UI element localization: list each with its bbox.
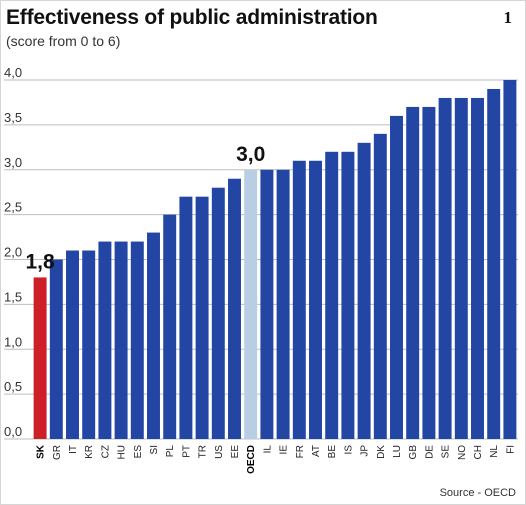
x-tick-label: CZ bbox=[100, 445, 111, 458]
x-tick-label: DK bbox=[376, 445, 387, 459]
y-tick-label: 2,5 bbox=[4, 200, 22, 215]
bar-at bbox=[309, 160, 322, 439]
bar-kr bbox=[82, 250, 96, 439]
source-note: Source - OECD bbox=[439, 487, 516, 499]
x-tick-label: EE bbox=[230, 445, 241, 459]
bar-si bbox=[147, 232, 160, 439]
bar-ch bbox=[471, 97, 484, 439]
y-tick-label: 2,0 bbox=[4, 245, 22, 260]
bar-pl bbox=[163, 214, 177, 439]
bar-fi bbox=[503, 80, 517, 439]
bar-no bbox=[454, 97, 468, 439]
x-tick-label: IL bbox=[262, 445, 273, 454]
y-tick-label: 1,5 bbox=[4, 289, 22, 304]
figure-number: 1 bbox=[503, 8, 513, 27]
x-tick-label: ES bbox=[133, 445, 144, 459]
x-tick-label: SI bbox=[149, 445, 160, 454]
bar-us bbox=[211, 187, 225, 439]
bar-se bbox=[438, 97, 452, 439]
bar-sk bbox=[33, 277, 47, 439]
x-tick-label: FR bbox=[295, 445, 306, 458]
x-tick-label: TR bbox=[198, 445, 209, 458]
chart-title: Effectiveness of public administration bbox=[6, 6, 378, 29]
chart-subtitle: (score from 0 to 6) bbox=[6, 33, 121, 49]
x-tick-label: NO bbox=[457, 445, 468, 460]
x-tick-label: IE bbox=[279, 445, 290, 455]
x-tick-label: FI bbox=[505, 445, 516, 454]
x-tick-label: AT bbox=[311, 445, 322, 457]
bar-gr bbox=[49, 259, 63, 439]
y-axis: 0,0 0,5 1,0 1,5 2,0 2,5 3,0 3,5 4,0 bbox=[4, 65, 22, 439]
value-labels: 1,8 3,0 bbox=[25, 143, 265, 274]
bar-lu bbox=[390, 115, 403, 440]
x-tick-label: HU bbox=[117, 445, 128, 459]
x-tick-label: SK bbox=[36, 444, 47, 459]
x-tick-label: DE bbox=[424, 445, 435, 459]
y-tick-label: 1,0 bbox=[4, 334, 22, 349]
bar-gb bbox=[406, 106, 420, 440]
bar-il bbox=[260, 169, 274, 439]
x-axis: SK GR IT KR CZ HU ES SI PL PT TR US EE OECD IL IE FR AT BE… bbox=[36, 444, 517, 474]
bar-is bbox=[341, 151, 355, 440]
bars bbox=[33, 80, 517, 440]
bar-pt bbox=[179, 196, 193, 439]
y-tick-label: 3,0 bbox=[4, 155, 22, 170]
bar-be bbox=[325, 151, 339, 440]
bar-fr bbox=[292, 160, 306, 439]
x-tick-label: GB bbox=[408, 445, 419, 460]
x-tick-label: CH bbox=[473, 445, 484, 459]
bar-tr bbox=[195, 196, 209, 439]
x-tick-label: IT bbox=[68, 445, 79, 454]
x-tick-label: JP bbox=[360, 445, 371, 457]
x-tick-label: BE bbox=[327, 445, 338, 459]
y-tick-label: 0,0 bbox=[4, 424, 22, 439]
bar-cz bbox=[98, 241, 112, 439]
x-tick-label: GR bbox=[52, 445, 63, 460]
bar-jp bbox=[357, 142, 371, 439]
y-tick-label: 0,5 bbox=[4, 379, 22, 394]
bar-nl bbox=[487, 88, 501, 439]
bar-oecd bbox=[244, 169, 258, 439]
bar-hu bbox=[114, 241, 128, 439]
bar-es bbox=[130, 241, 144, 439]
data-label-oecd: 3,0 bbox=[236, 143, 265, 166]
x-tick-label: PL bbox=[165, 445, 176, 458]
y-tick-label: 4,0 bbox=[4, 65, 22, 80]
x-tick-label: NL bbox=[489, 445, 500, 458]
data-label-sk: 1,8 bbox=[25, 250, 55, 273]
bar-ie bbox=[276, 169, 290, 439]
x-tick-label: PT bbox=[181, 445, 192, 458]
bar-ee bbox=[228, 178, 241, 439]
x-tick-label: IS bbox=[343, 445, 354, 455]
x-tick-label: KR bbox=[84, 445, 95, 459]
x-tick-label: OECD bbox=[246, 445, 257, 474]
x-tick-label: SE bbox=[441, 445, 452, 459]
bar-it bbox=[66, 250, 79, 439]
x-tick-label: US bbox=[214, 445, 225, 459]
bar-dk bbox=[373, 133, 387, 439]
y-tick-label: 3,5 bbox=[4, 110, 22, 125]
bar-de bbox=[422, 106, 436, 440]
x-tick-label: LU bbox=[392, 445, 403, 458]
